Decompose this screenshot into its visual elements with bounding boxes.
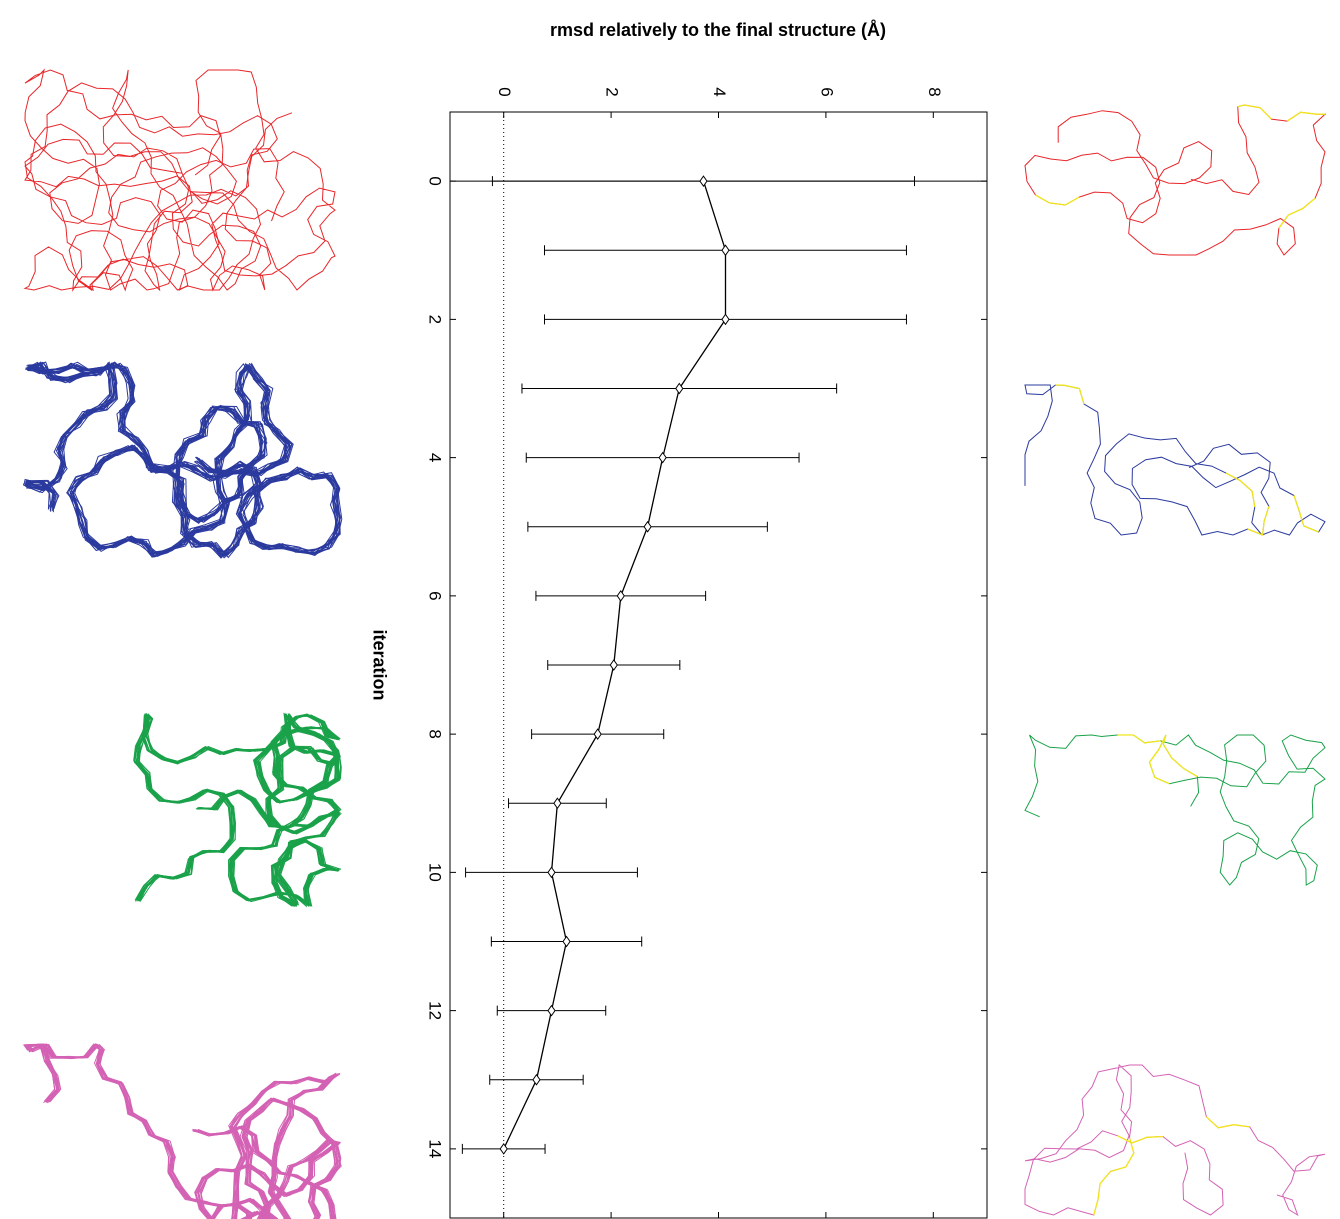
structure-highlight — [1110, 1137, 1135, 1173]
structure-highlight — [1055, 384, 1085, 405]
structure-trace — [24, 68, 293, 292]
structure-highlight — [1117, 1135, 1163, 1144]
marker — [616, 590, 625, 602]
x-tick-label: 14 — [426, 1139, 445, 1158]
marker — [562, 935, 571, 948]
y-tick-label: 4 — [710, 87, 729, 96]
x-tick-label: 10 — [426, 863, 445, 882]
structure-highlight — [1205, 1116, 1250, 1129]
structure-highlight — [1093, 1171, 1111, 1216]
structure-highlight — [1035, 194, 1080, 206]
marker — [547, 1004, 556, 1017]
x-tick-label: 4 — [426, 453, 445, 462]
x-tick-label: 8 — [426, 729, 445, 738]
plot-frame — [449, 111, 988, 1219]
x-tick-label: 6 — [426, 591, 445, 600]
y-tick-label: 0 — [495, 87, 514, 96]
marker — [593, 728, 602, 740]
marker — [721, 244, 730, 257]
structure-trace — [1024, 384, 1326, 536]
structure-trace — [24, 69, 336, 292]
y-tick-label: 2 — [603, 87, 622, 96]
structure-trace — [138, 712, 343, 907]
marker — [547, 866, 556, 879]
structure-trace — [1024, 1064, 1326, 1217]
marker — [721, 313, 730, 326]
marker — [553, 797, 562, 810]
structure-trace — [1024, 734, 1326, 886]
marker — [699, 175, 708, 187]
structure-highlight — [1286, 111, 1325, 122]
x-tick-label: 2 — [426, 315, 445, 324]
structure-highlight — [1162, 743, 1198, 778]
structure-trace — [23, 82, 278, 292]
marker — [499, 1143, 508, 1155]
structures — [22, 68, 1327, 1219]
structure-highlight — [1117, 734, 1161, 744]
structure-trace — [138, 713, 342, 908]
marker — [609, 659, 618, 671]
structure-highlight — [1148, 749, 1170, 785]
structure-trace — [1024, 104, 1327, 256]
marker — [532, 1073, 541, 1086]
structure-highlight — [1293, 495, 1319, 533]
structure-highlight — [1237, 104, 1272, 120]
x-tick-label: 0 — [426, 176, 445, 185]
y-tick-label: 8 — [925, 87, 944, 96]
structure-trace — [29, 1043, 342, 1219]
marker — [658, 451, 667, 464]
y-tick-label: 6 — [817, 87, 836, 96]
x-axis-label: iteration — [369, 629, 389, 700]
x-tick-label: 12 — [426, 1001, 445, 1020]
marker — [643, 520, 652, 533]
y-axis-label: rmsd relatively to the final structure (… — [550, 20, 886, 40]
structure-highlight — [1225, 472, 1256, 508]
structure-highlight — [1247, 506, 1270, 536]
structure-highlight — [1278, 197, 1316, 229]
structure-trace — [30, 361, 341, 559]
marker — [675, 382, 684, 395]
